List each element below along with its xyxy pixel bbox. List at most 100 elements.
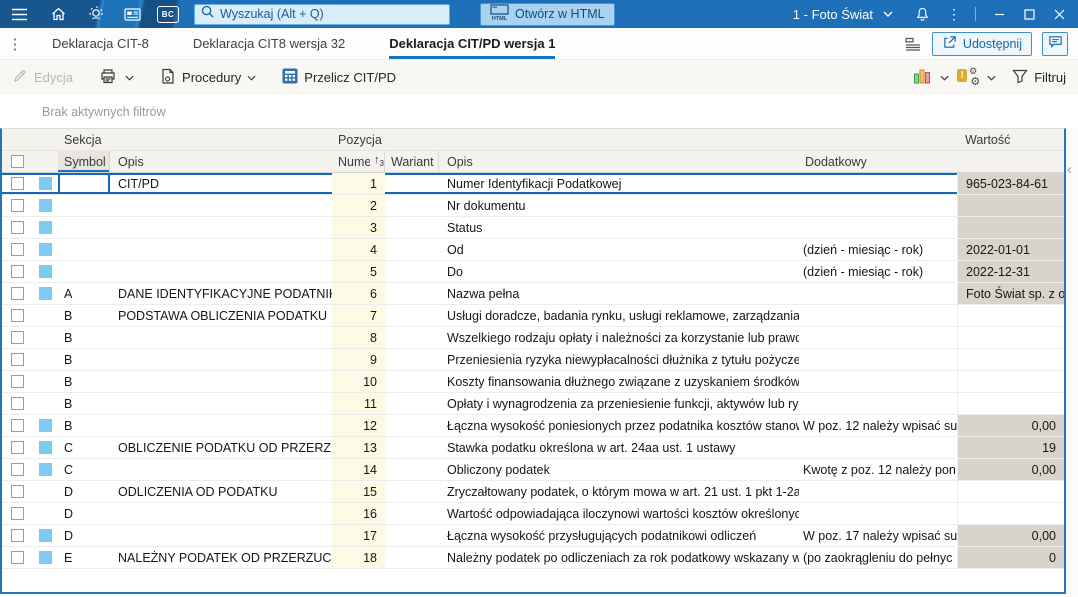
- cell-dodatkowy[interactable]: [799, 305, 957, 326]
- cell-numer[interactable]: 6: [332, 283, 385, 304]
- table-row[interactable]: 5 Do (dzień - miesiąc - rok) 2022-12-31: [2, 261, 1064, 283]
- cell-wartosc[interactable]: 0,00: [957, 415, 1064, 436]
- group-header-pozycja[interactable]: Pozycja: [332, 129, 957, 150]
- table-row[interactable]: C 14 Obliczony podatek Kwotę z poz. 12 n…: [2, 459, 1064, 481]
- cell-opis[interactable]: Zryczałtowany podatek, o którym mowa w a…: [439, 481, 799, 502]
- row-checkbox[interactable]: [2, 349, 32, 370]
- cell-sekcja-opis[interactable]: [110, 415, 332, 436]
- table-row[interactable]: C OBLICZENIE PODATKU OD PRZERZUCO 13 Sta…: [2, 437, 1064, 459]
- cell-opis[interactable]: Usługi doradcze, badania rynku, usługi r…: [439, 305, 799, 326]
- print-chevron-down-icon[interactable]: [125, 75, 134, 81]
- cell-opis[interactable]: Wartość odpowiadająca iloczynowi wartośc…: [439, 503, 799, 524]
- cell-opis[interactable]: Status: [439, 217, 799, 238]
- cell-sekcja-opis[interactable]: [110, 459, 332, 480]
- cell-numer[interactable]: 8: [332, 327, 385, 348]
- tab-deklaracja-cit8-wersja-32[interactable]: Deklaracja CIT8 wersja 32: [193, 28, 345, 59]
- cell-sekcja-opis[interactable]: [110, 217, 332, 238]
- cell-numer[interactable]: 13: [332, 437, 385, 458]
- tab-deklaracja-cit-pd-wersja-1[interactable]: Deklaracja CIT/PD wersja 1: [389, 28, 555, 59]
- group-header-wartosc[interactable]: Wartość: [957, 129, 1064, 150]
- table-row[interactable]: B 12 Łączna wysokość poniesionych przez …: [2, 415, 1064, 437]
- comments-button[interactable]: [1042, 32, 1068, 56]
- cell-numer[interactable]: 17: [332, 525, 385, 546]
- select-all-checkbox[interactable]: [2, 151, 32, 172]
- cell-numer[interactable]: 2: [332, 195, 385, 216]
- cell-opis[interactable]: Stawka podatku określona w art. 24aa ust…: [439, 437, 799, 458]
- cell-wariant[interactable]: [385, 459, 439, 480]
- business-central-icon[interactable]: BC: [157, 3, 179, 25]
- column-header-numer[interactable]: Numer ↑3: [332, 151, 385, 172]
- row-checkbox[interactable]: [2, 371, 32, 392]
- row-checkbox[interactable]: [2, 327, 32, 348]
- row-checkbox[interactable]: [2, 437, 32, 458]
- table-row[interactable]: CIT/PD 1 Numer Identyfikacji Podatkowej …: [2, 173, 1064, 195]
- cell-symbol[interactable]: D: [58, 481, 110, 502]
- cell-dodatkowy[interactable]: Kwotę z poz. 12 należy pon: [799, 459, 957, 480]
- row-checkbox[interactable]: [2, 217, 32, 238]
- row-checkbox[interactable]: [2, 305, 32, 326]
- cell-sekcja-opis[interactable]: [110, 371, 332, 392]
- open-in-html-button[interactable]: HTML Otwórz w HTML: [480, 3, 615, 26]
- table-row[interactable]: B 10 Koszty finansowania dłużnego związa…: [2, 371, 1064, 393]
- table-row[interactable]: B 8 Wszelkiego rodzaju opłaty i należnoś…: [2, 327, 1064, 349]
- cell-numer[interactable]: 9: [332, 349, 385, 370]
- cell-sekcja-opis[interactable]: PODSTAWA OBLICZENIA PODATKU: [110, 305, 332, 326]
- cell-opis[interactable]: Przeniesienia ryzyka niewypłacalności dł…: [439, 349, 799, 370]
- cell-dodatkowy[interactable]: [799, 437, 957, 458]
- cell-dodatkowy[interactable]: [799, 349, 957, 370]
- cell-numer[interactable]: 7: [332, 305, 385, 326]
- cell-wartosc[interactable]: Foto Świat sp. z o: [957, 283, 1064, 304]
- cell-opis[interactable]: Łączna wysokość przysługujących podatnik…: [439, 525, 799, 546]
- notifications-bell-icon[interactable]: [911, 3, 933, 25]
- table-row[interactable]: A DANE IDENTYFIKACYJNE PODATNIKA 6 Nazwa…: [2, 283, 1064, 305]
- cell-opis[interactable]: Wszelkiego rodzaju opłaty i należności z…: [439, 327, 799, 348]
- column-header-symbol[interactable]: Symbol: [58, 151, 110, 172]
- cell-sekcja-opis[interactable]: NALEŻNY PODATEK OD PRZERZUCON: [110, 547, 332, 568]
- collapse-panel-chevron-icon[interactable]: ‹: [1067, 162, 1072, 177]
- maximize-button[interactable]: [1016, 2, 1042, 26]
- cell-symbol[interactable]: E: [58, 547, 110, 568]
- cell-wariant[interactable]: [385, 371, 439, 392]
- cell-dodatkowy[interactable]: W poz. 17 należy wpisać su: [799, 525, 957, 546]
- cell-dodatkowy[interactable]: [799, 327, 957, 348]
- cell-sekcja-opis[interactable]: [110, 349, 332, 370]
- cell-opis[interactable]: Obliczony podatek: [439, 459, 799, 480]
- global-search[interactable]: [194, 4, 450, 25]
- edit-button[interactable]: Edycja: [12, 68, 73, 87]
- cell-wartosc[interactable]: [957, 349, 1064, 370]
- cell-sekcja-opis[interactable]: ODLICZENIA OD PODATKU: [110, 481, 332, 502]
- cell-symbol[interactable]: B: [58, 327, 110, 348]
- cell-numer[interactable]: 16: [332, 503, 385, 524]
- cell-wariant[interactable]: [385, 217, 439, 238]
- minimize-button[interactable]: [986, 2, 1012, 26]
- filter-button[interactable]: Filtruj: [1012, 69, 1066, 87]
- row-checkbox[interactable]: [2, 415, 32, 436]
- cell-numer[interactable]: 15: [332, 481, 385, 502]
- cell-wartosc[interactable]: 0: [957, 547, 1064, 568]
- cell-opis[interactable]: Koszty finansowania dłużnego związane z …: [439, 371, 799, 392]
- analyze-bar-chart-icon[interactable]: [913, 68, 932, 87]
- cell-opis[interactable]: Należny podatek po odliczeniach za rok p…: [439, 547, 799, 568]
- column-header-opis-sekcja[interactable]: Opis: [110, 151, 332, 172]
- cell-dodatkowy[interactable]: [799, 173, 957, 194]
- print-button[interactable]: [99, 68, 117, 87]
- row-checkbox[interactable]: [2, 547, 32, 568]
- cell-dodatkowy[interactable]: [799, 393, 957, 414]
- cell-symbol[interactable]: B: [58, 305, 110, 326]
- cell-opis[interactable]: Opłaty i wynagrodzenia za przeniesienie …: [439, 393, 799, 414]
- cell-numer[interactable]: 12: [332, 415, 385, 436]
- cell-sekcja-opis[interactable]: [110, 503, 332, 524]
- cell-numer[interactable]: 11: [332, 393, 385, 414]
- cell-symbol[interactable]: D: [58, 525, 110, 546]
- tab-deklaracja-cit-8[interactable]: Deklaracja CIT-8: [52, 28, 149, 59]
- cell-symbol[interactable]: B: [58, 371, 110, 392]
- cell-numer[interactable]: 10: [332, 371, 385, 392]
- row-checkbox[interactable]: [2, 239, 32, 260]
- table-row[interactable]: D 17 Łączna wysokość przysługujących pod…: [2, 525, 1064, 547]
- cell-opis[interactable]: Nazwa pełna: [439, 283, 799, 304]
- hamburger-menu-icon[interactable]: [8, 3, 30, 25]
- cell-sekcja-opis[interactable]: [110, 239, 332, 260]
- row-checkbox[interactable]: [2, 393, 32, 414]
- cell-sekcja-opis[interactable]: [110, 393, 332, 414]
- cell-wartosc[interactable]: 2022-12-31: [957, 261, 1064, 282]
